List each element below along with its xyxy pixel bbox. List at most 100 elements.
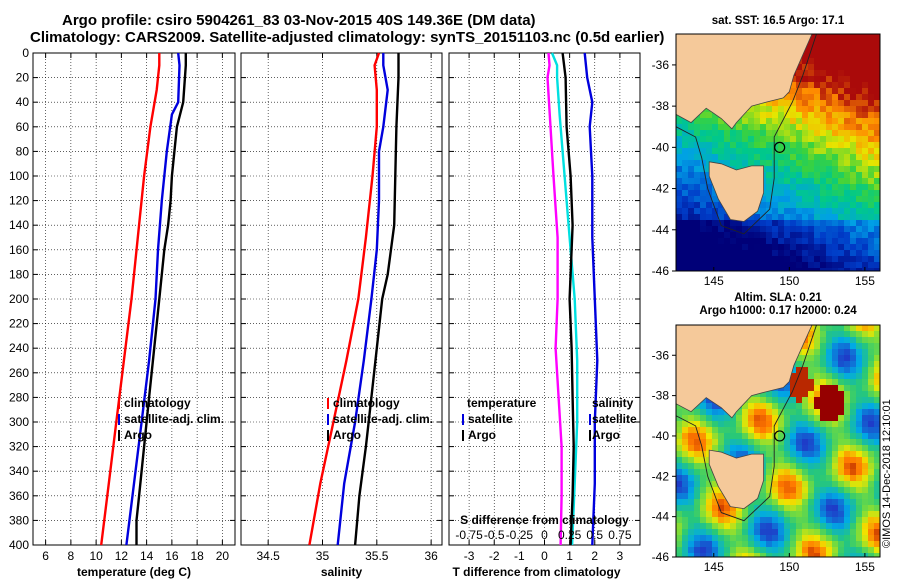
sst-map-cell [682, 124, 689, 131]
sst-map-frame [675, 33, 881, 272]
sla-map-cell [850, 463, 857, 470]
sla-map-cell [688, 469, 695, 476]
sla-map-cell [808, 529, 815, 536]
sla-map-cell [868, 361, 875, 368]
sla-map-cell [874, 553, 880, 557]
sla-map-cell [748, 409, 755, 416]
sla-map-cell [862, 343, 869, 350]
sst-map-cell [874, 46, 880, 53]
sst-map-cell [808, 202, 815, 209]
sst-map-cell [778, 226, 785, 233]
sla-map-cell [868, 349, 875, 356]
sla-map-cell [742, 451, 749, 458]
sla-map-cell [694, 541, 701, 548]
sst-map-cell [826, 256, 833, 263]
sla-map-cell [760, 433, 767, 440]
sla-map-cell [694, 505, 701, 512]
depth-tick-label: 140 [9, 218, 29, 232]
sla-map-cell [844, 385, 851, 392]
sla-map-cell [676, 439, 683, 446]
sla-map-cell [682, 541, 689, 548]
sla-map-cell [682, 505, 689, 512]
sst-map-cell [766, 202, 773, 209]
sst-map-cell [844, 70, 851, 77]
sst-map-cell [844, 244, 851, 251]
sla-map-cell [820, 421, 827, 428]
sla-map-cell [820, 427, 827, 434]
sla-map-cell [868, 367, 875, 374]
sst-map-cell [676, 196, 683, 203]
sst-map-cell [706, 256, 713, 263]
sst-map-cell [850, 130, 857, 137]
sst-map-cell [856, 118, 863, 125]
sst-map-cell [802, 166, 809, 173]
sla-map-cell [862, 433, 869, 440]
sla-map-cell [808, 433, 815, 440]
sla-map-cell [676, 433, 683, 440]
sla-map-cell [874, 427, 880, 434]
sst-map-cell [832, 262, 839, 269]
sla-map-cell [814, 433, 821, 440]
sla-map-cell [820, 517, 827, 524]
sla-map-cell [856, 463, 863, 470]
sla-map-cell [796, 541, 803, 548]
sst-map-cell [808, 52, 815, 59]
sst-map-cell [724, 214, 731, 221]
sst-map-cell [784, 250, 791, 257]
sst-map-cell [760, 220, 767, 227]
sla-map-cell [706, 541, 713, 548]
sst-map-cell [706, 196, 713, 203]
sst-map-cell [838, 226, 845, 233]
sla-map-cell [826, 475, 833, 482]
sla-map-cell [850, 373, 857, 380]
sla-map-cell [844, 391, 851, 398]
sla-map-cell [874, 379, 880, 386]
sla-map-cell [874, 481, 880, 488]
sst-map-cell [742, 136, 749, 143]
sla-map-cell [694, 409, 701, 416]
sla-map-cell [868, 325, 875, 332]
sla-map-cell [790, 373, 797, 380]
sst-map-cell [814, 184, 821, 191]
sst-map-cell [844, 154, 851, 161]
sla-map-cell [790, 409, 797, 416]
sla-map-cell [772, 541, 779, 548]
sla-map-cell [868, 517, 875, 524]
sla-map-cell [676, 481, 683, 488]
sla-map-cell [850, 403, 857, 410]
sla-map-cell [850, 499, 857, 506]
sla-map-cell [754, 421, 761, 428]
sst-map-cell [838, 262, 845, 269]
sst-map-cell [832, 244, 839, 251]
sla-map-cell [832, 325, 839, 332]
sla-map-cell [856, 547, 863, 554]
sla-map-cell [796, 481, 803, 488]
s-difference-tick-label: -0.75 [455, 528, 483, 542]
sst-map-cell [676, 208, 683, 215]
sla-map-cell [694, 547, 701, 554]
sst-map-cell [712, 142, 719, 149]
sst-map-cell [844, 178, 851, 185]
sla-map-cell [694, 523, 701, 530]
sst-map-cell [808, 34, 815, 41]
sla-map-cell [838, 325, 845, 332]
sst-map-cell [856, 124, 863, 131]
sst-map-cell [814, 124, 821, 131]
s-difference-tick-label: -0.5 [484, 528, 505, 542]
sst-map-cell [778, 100, 785, 107]
sla-map-cell [754, 517, 761, 524]
sla-map-cell [814, 409, 821, 416]
sla-map-ytick-label: -36 [652, 348, 670, 362]
sla-map-cell [874, 391, 880, 398]
sla-map-cell [874, 403, 880, 410]
sla-map-cell [796, 511, 803, 518]
sla-map-cell [688, 529, 695, 536]
sst-map-cell [778, 148, 785, 155]
sst-map-cell [862, 94, 869, 101]
sst-map-cell [766, 244, 773, 251]
sla-map-cell [790, 403, 797, 410]
sst-map-cell [874, 262, 880, 269]
sst-map-cell [778, 136, 785, 143]
sla-map-cell [736, 409, 743, 416]
sst-map-cell [814, 88, 821, 95]
